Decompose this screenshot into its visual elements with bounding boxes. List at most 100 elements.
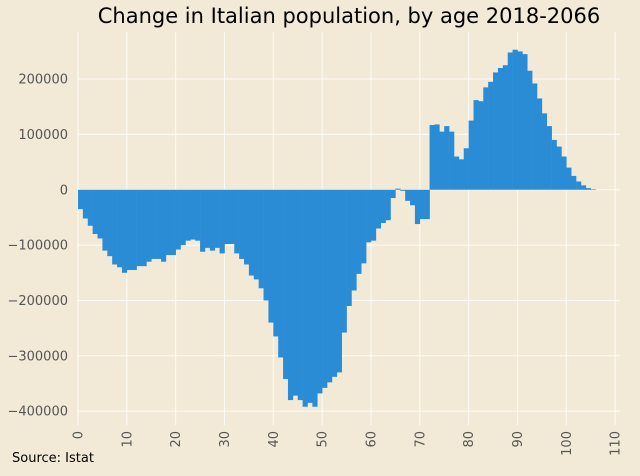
x-tick-label: 20 bbox=[169, 431, 184, 448]
bar bbox=[117, 189, 123, 268]
bar bbox=[580, 185, 587, 190]
bar bbox=[341, 189, 347, 333]
bar bbox=[551, 139, 557, 190]
bar bbox=[390, 189, 396, 199]
bar bbox=[78, 189, 84, 210]
bar bbox=[92, 189, 98, 235]
bar bbox=[175, 189, 181, 250]
bar bbox=[566, 167, 572, 190]
bar bbox=[380, 189, 386, 223]
bar bbox=[576, 181, 582, 190]
bar bbox=[527, 70, 533, 190]
bar bbox=[200, 189, 206, 252]
bar bbox=[161, 189, 167, 262]
bar bbox=[497, 67, 504, 190]
bar bbox=[546, 126, 552, 190]
y-tick-label: −100000 bbox=[7, 239, 68, 254]
bar bbox=[195, 189, 201, 241]
bar bbox=[493, 72, 499, 190]
x-tick-label: 0 bbox=[72, 431, 87, 439]
bar bbox=[351, 189, 357, 291]
bar bbox=[82, 189, 89, 219]
y-tick-label: −300000 bbox=[7, 349, 68, 364]
bar bbox=[322, 189, 328, 388]
bar bbox=[424, 189, 430, 220]
bar bbox=[297, 189, 303, 401]
bar bbox=[146, 189, 152, 262]
bar bbox=[473, 100, 479, 190]
bar bbox=[131, 189, 137, 271]
y-axis-ticks: −400000 −300000 −200000 −100000 0 100000 20000… bbox=[7, 73, 68, 420]
x-axis-ticks: 0 10 20 30 40 50 60 70 80 90 100 110 bbox=[72, 431, 624, 456]
bar bbox=[180, 189, 186, 246]
bar bbox=[273, 189, 279, 337]
bar bbox=[571, 175, 577, 190]
x-tick-label: 80 bbox=[462, 431, 477, 448]
bar bbox=[532, 83, 538, 190]
bar bbox=[229, 189, 235, 244]
bar bbox=[248, 189, 255, 276]
bar bbox=[356, 189, 362, 274]
bar bbox=[253, 189, 259, 280]
bar bbox=[405, 189, 411, 201]
bar bbox=[468, 120, 474, 190]
bar bbox=[244, 189, 250, 265]
x-tick-label: 60 bbox=[364, 431, 379, 448]
bar bbox=[165, 189, 172, 256]
bar bbox=[400, 189, 406, 191]
bar bbox=[268, 189, 274, 323]
bar bbox=[370, 189, 377, 241]
bar bbox=[512, 49, 518, 190]
y-tick-label: 100000 bbox=[18, 128, 68, 143]
bar bbox=[517, 51, 523, 190]
bar bbox=[590, 189, 596, 190]
bar bbox=[136, 189, 142, 267]
bar bbox=[453, 156, 460, 190]
bar bbox=[317, 189, 323, 394]
bar bbox=[522, 54, 528, 190]
bar bbox=[219, 189, 225, 254]
bar bbox=[307, 189, 313, 403]
bar bbox=[151, 189, 157, 259]
chart-title: Change in Italian population, by age 201… bbox=[98, 4, 601, 28]
bar bbox=[87, 189, 93, 226]
bar bbox=[395, 188, 401, 190]
bar bbox=[458, 159, 465, 190]
bar bbox=[278, 189, 284, 358]
bar bbox=[346, 189, 352, 306]
bar bbox=[263, 189, 269, 301]
bar bbox=[204, 189, 211, 248]
bar bbox=[102, 189, 108, 251]
bar bbox=[331, 189, 338, 377]
bar bbox=[190, 189, 196, 240]
x-tick-label: 40 bbox=[267, 431, 282, 448]
bar bbox=[209, 189, 216, 251]
bar bbox=[414, 189, 421, 225]
bar bbox=[126, 189, 133, 271]
x-tick-label: 30 bbox=[218, 431, 233, 448]
bar bbox=[336, 189, 342, 373]
bar bbox=[185, 189, 191, 241]
y-tick-label: −200000 bbox=[7, 294, 68, 309]
x-tick-label: 10 bbox=[120, 431, 135, 448]
bar bbox=[444, 126, 450, 190]
bar bbox=[585, 188, 592, 190]
x-tick-label: 70 bbox=[413, 431, 428, 448]
bar bbox=[385, 189, 391, 221]
x-tick-label: 90 bbox=[511, 431, 526, 448]
bar bbox=[483, 87, 489, 190]
bar bbox=[439, 131, 445, 190]
x-tick-label: 100 bbox=[560, 431, 575, 456]
bar bbox=[234, 189, 240, 254]
y-tick-label: −400000 bbox=[7, 405, 68, 420]
bar bbox=[292, 189, 299, 396]
y-tick-label: 200000 bbox=[18, 73, 68, 88]
bar bbox=[478, 101, 484, 190]
bar bbox=[361, 189, 367, 264]
bar bbox=[312, 189, 318, 407]
bar bbox=[375, 189, 382, 229]
bar bbox=[224, 189, 230, 244]
bar bbox=[327, 189, 333, 383]
bar bbox=[429, 124, 435, 190]
bar bbox=[239, 189, 245, 259]
